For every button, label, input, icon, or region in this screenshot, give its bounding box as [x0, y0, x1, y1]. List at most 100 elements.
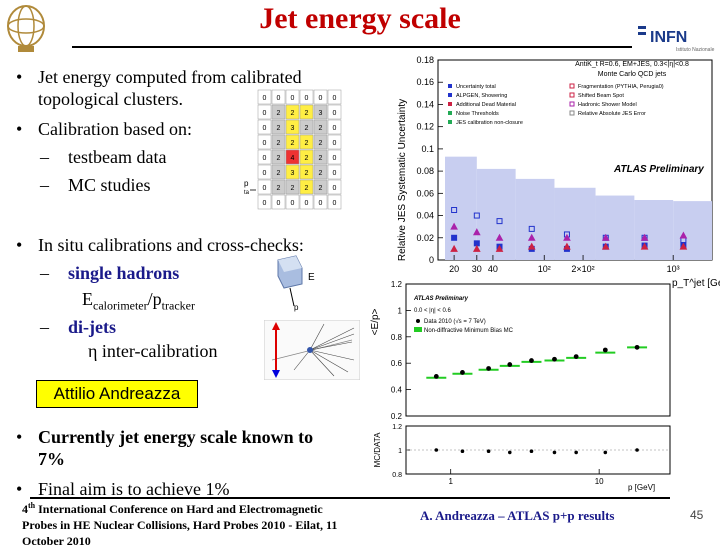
cluster-cell-value: 2	[305, 110, 309, 117]
cluster-cell-value: 4	[291, 155, 295, 162]
cluster-cell	[257, 89, 272, 105]
cluster-cell	[257, 134, 272, 150]
chart2-ytick-label: 0.2	[391, 412, 403, 421]
chart1-legend-entry: Hadronic Shower Model	[578, 102, 637, 108]
hadron-icon-label-E: E	[308, 272, 315, 283]
cluster-cell	[271, 179, 286, 195]
cluster-cell-value: 3	[291, 170, 295, 177]
cluster-cell-value: 2	[291, 185, 295, 192]
conf-ordinal-sup: th	[28, 501, 36, 510]
jes-uncertainty-band-bin	[476, 168, 516, 260]
chart2-ylabel: <E/p>	[370, 309, 381, 336]
chart1-legend-entry: Additional Dead Material	[456, 102, 516, 108]
cluster-cell	[327, 164, 342, 180]
cluster-cell-value: 0	[263, 95, 267, 102]
cluster-cell	[271, 164, 286, 180]
cluster-cell-value: 0	[263, 155, 267, 162]
chart1-point	[450, 244, 458, 252]
chart1-ytick-label: 0.06	[416, 188, 434, 198]
chart1-point	[679, 242, 688, 250]
infn-logo-subtext: Istituto Nazionale	[676, 47, 715, 53]
cluster-cell	[313, 134, 328, 150]
chart2-data-point	[573, 354, 579, 359]
jes-uncertainty-chart: Relative JES Systematic Uncertainty 0 0.0…	[397, 55, 720, 289]
chart1-xtick-label: 20	[449, 264, 459, 274]
chart1-point	[473, 212, 480, 219]
cluster-cell	[299, 149, 314, 165]
cluster-cell	[271, 149, 286, 165]
chart2-data-point	[433, 374, 439, 379]
cluster-cell-value: 2	[277, 185, 281, 192]
cluster-cell	[285, 104, 300, 120]
chart1-legend-entry: Fragmentation (PYTHIA, Perugia0)	[578, 84, 664, 90]
cluster-cell	[285, 89, 300, 105]
cluster-cell-value: 2	[277, 110, 281, 117]
cluster-cell	[313, 179, 328, 195]
page-title: Jet energy scale	[259, 2, 461, 35]
bullet-2-sub-2-text: MC studies	[68, 175, 151, 195]
bullet-3-sub-1-text: single hadrons	[68, 263, 180, 283]
cluster-cell-value: 0	[333, 185, 337, 192]
chart1-legend-marker	[448, 102, 452, 106]
eop-chart: <E/p> 0.2 0.4 0.6 0.8 1 1.2 ATLAS Preliminary…	[370, 280, 671, 492]
cluster-side-label-ta: ta	[244, 190, 250, 196]
cluster-cell	[313, 104, 328, 120]
cluster-cell-value: 2	[277, 170, 281, 177]
chart2-ratio-point	[574, 450, 578, 455]
cluster-cell	[285, 134, 300, 150]
eop-E-sub: calorimeter	[93, 298, 148, 313]
chart1-xtick-label: 40	[488, 264, 498, 274]
cluster-cell	[313, 164, 328, 180]
infn-logo-text: INFN	[650, 29, 687, 46]
cluster-cell-value: 2	[277, 140, 281, 147]
eop-detail: Ecalorimeter/ptracker	[82, 288, 195, 317]
chart1-xtick-label: 2×10²	[571, 264, 594, 274]
bullet-5: • Final aim is to achieve 1%	[16, 479, 230, 499]
cluster-cell-value: 2	[277, 125, 281, 132]
chart1-point	[563, 233, 571, 241]
cluster-cell-value: 0	[305, 95, 309, 102]
footer-rule	[30, 497, 670, 499]
cluster-cell-value: 0	[263, 140, 267, 147]
bullet-2-sub-2: – MC studies	[40, 175, 151, 195]
cluster-cell-value: 2	[319, 140, 323, 147]
bullet-5-text: Final aim is to achieve 1%	[38, 479, 230, 499]
cluster-cell	[313, 119, 328, 135]
cluster-cell	[271, 119, 286, 135]
cluster-cell-value: 2	[319, 155, 323, 162]
cluster-cell-value: 0	[333, 110, 337, 117]
footer-author: A. Andreazza – ATLAS p+p results	[420, 508, 615, 523]
page-number: 45	[690, 508, 704, 522]
chart2-data-point	[507, 362, 513, 367]
jes-uncertainty-band-bin	[515, 178, 555, 260]
jes-uncertainty-band-bin	[673, 201, 712, 260]
cluster-cell-value: 0	[277, 200, 281, 207]
eop-slash-p: /p	[147, 289, 162, 309]
cluster-cell	[313, 149, 328, 165]
cluster-cell	[327, 134, 342, 150]
chart1-legend-entry: ALPGEN, Showering	[456, 93, 507, 99]
chart1-legend-marker	[448, 111, 452, 115]
cluster-cell-value: 0	[333, 125, 337, 132]
cluster-cell-value: 3	[291, 125, 295, 132]
chart2-ratio-point	[434, 448, 439, 452]
cluster-cell	[313, 194, 328, 210]
chart2-ratio-ytick-label: 1.2	[392, 424, 402, 431]
cluster-cell-value: 0	[291, 200, 295, 207]
conf-line-3: October 2010	[22, 534, 91, 548]
bullet-1-line-2: topological clusters.	[38, 89, 183, 109]
chart1-point	[601, 233, 610, 241]
chart1-legend-entry: Noise Thresholds	[456, 111, 499, 117]
cluster-cell-value: 2	[319, 170, 323, 177]
cluster-cell	[257, 194, 272, 210]
bullet-2-sub-1-text: testbeam data	[68, 147, 167, 167]
cluster-cell	[299, 179, 314, 195]
cluster-cell-value: 0	[263, 185, 267, 192]
dijet-detail: η inter-calibration	[88, 341, 218, 361]
cluster-cell	[327, 119, 342, 135]
cluster-cell-value: 0	[263, 170, 267, 177]
chart1-annotation-2: Monte Carlo QCD jets	[598, 71, 667, 78]
cluster-cell-value: 0	[333, 155, 337, 162]
cluster-cell-value: 0	[277, 95, 281, 102]
cluster-cell	[299, 89, 314, 105]
